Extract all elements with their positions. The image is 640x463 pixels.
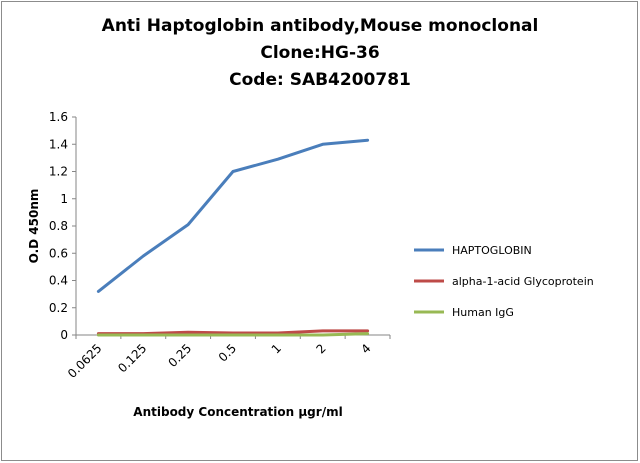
x-tick-label: 0.0625 — [65, 341, 105, 381]
y-tick-group: 0 0.2 0.4 0.6 0.8 1 1.2 1.4 1.6 — [49, 110, 76, 342]
y-tick-label: 0.6 — [49, 246, 68, 260]
x-tick-label: 1 — [269, 341, 284, 356]
y-axis-title: O.D 450nm — [27, 189, 41, 264]
y-tick-label: 0 — [60, 328, 68, 342]
series-line-1 — [96, 138, 370, 293]
y-tick-label: 1.2 — [49, 165, 68, 179]
x-tick-label: 4 — [358, 341, 373, 356]
series-line-2 — [96, 329, 370, 336]
y-tick-label: 1 — [60, 192, 68, 206]
legend-label-3: Human IgG — [452, 306, 514, 319]
y-tick-label: 0.2 — [49, 301, 68, 315]
legend-label-2: alpha-1-acid Glycoprotein — [452, 275, 594, 288]
x-axis-title: Antibody Concentration µgr/ml — [133, 405, 342, 419]
chart-title-line-3: Code: SAB4200781 — [229, 70, 411, 90]
y-tick-label: 1.6 — [49, 110, 68, 124]
y-tick-label: 0.4 — [49, 274, 68, 288]
y-tick-label: 1.4 — [49, 137, 68, 151]
y-tick-label: 0.8 — [49, 219, 68, 233]
chart-title-line-1: Anti Haptoglobin antibody,Mouse monoclon… — [101, 16, 539, 36]
series-line-3 — [96, 332, 370, 337]
x-tick-group: 0.0625 0.125 0.25 0.5 1 2 4 — [65, 335, 391, 381]
legend: HAPTOGLOBIN alpha-1-acid Glycoprotein Huma… — [414, 244, 594, 319]
x-tick-label: 0.125 — [115, 341, 149, 375]
x-tick-label: 0.25 — [165, 341, 194, 370]
series-group — [96, 138, 370, 337]
x-tick-label: 0.5 — [216, 341, 239, 364]
x-tick-label: 2 — [314, 341, 329, 356]
chart-title-line-2: Clone:HG-36 — [260, 43, 380, 63]
legend-label-1: HAPTOGLOBIN — [452, 244, 532, 257]
